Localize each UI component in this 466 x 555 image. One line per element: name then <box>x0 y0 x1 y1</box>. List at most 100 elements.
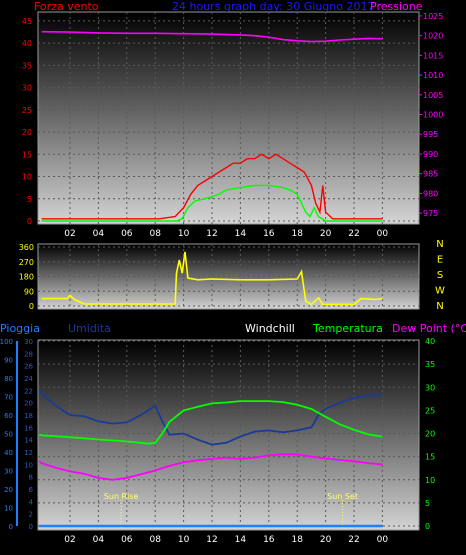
panel2-series-0 <box>41 251 383 306</box>
panel3-humidity-tick: 22 <box>24 387 33 395</box>
panel3-series-0 <box>38 389 383 446</box>
panel3-x-tick: 06 <box>121 535 133 545</box>
panel1-left-tick: 35 <box>22 61 32 70</box>
panel1-left-tick: 15 <box>22 150 32 159</box>
panel1-left-tick: 20 <box>22 128 32 137</box>
panel3-x-tick: 02 <box>64 535 75 545</box>
panel2-gridlines <box>38 244 419 309</box>
panel1-right-tick: 995 <box>423 130 438 139</box>
panel3-humidity-tick: 16 <box>24 424 33 432</box>
panel3-x-tick: 18 <box>291 535 303 545</box>
panel2-left-tick: 180 <box>19 273 34 282</box>
panel3-rain-tick: 10 <box>4 505 13 513</box>
panel3-right-tick: 0 <box>425 522 430 531</box>
sun-markers: Sun Rise Sun Set <box>104 492 358 528</box>
panel2-direction-label: E <box>437 255 443 266</box>
panel3-right-tick: 25 <box>425 406 435 415</box>
panel3-rain-tick: 30 <box>4 468 13 476</box>
panel3-right-tick: 20 <box>425 430 435 439</box>
panel2-direction-label: N <box>436 301 443 312</box>
panel3-legend-item: Windchill <box>245 322 295 335</box>
panel3-rain-tick: 100 <box>0 338 13 346</box>
panel3-humidity-tick: 4 <box>29 498 34 506</box>
panel3-right-tick: 40 <box>425 337 435 346</box>
panel2-direction-label: N <box>436 239 443 250</box>
panel2-direction-label: S <box>437 270 443 281</box>
panel3-humidity-tick: 18 <box>24 412 33 420</box>
panel3-humidity-tick: 26 <box>24 363 33 371</box>
panel1-gridlines <box>38 12 419 224</box>
panel3-rain-tick: 90 <box>4 357 13 365</box>
panel1-left-tick: 10 <box>22 173 32 182</box>
panel1-x-tick: 14 <box>235 229 247 239</box>
panel3-x-tick: 08 <box>149 535 161 545</box>
panel3-humidity-tick: 2 <box>29 511 33 519</box>
panel3-rain-tick: 60 <box>4 412 13 420</box>
panel3-plot-area <box>37 339 420 531</box>
panel3-humidity-tick: 30 <box>24 338 33 346</box>
panel3-humidity-tick: 28 <box>24 350 33 358</box>
panel3-right-tick: 30 <box>425 383 435 392</box>
panel1-x-tick: 02 <box>64 229 75 239</box>
panel3-x-tick: 00 <box>377 535 389 545</box>
panel1-x-tick: 16 <box>263 229 275 239</box>
panel3-humidity-tick: 10 <box>24 461 33 469</box>
panel1-series <box>41 30 383 222</box>
panel3-rain-tick: 40 <box>4 449 13 457</box>
panel2-direction-label: W <box>435 286 445 297</box>
panel3-x-tick: 16 <box>263 535 275 545</box>
panel3-series-2 <box>38 453 383 481</box>
panel1-right-tick: 985 <box>423 170 438 179</box>
panel3-rain-tick: 80 <box>4 375 13 383</box>
panel1-left-tick: 0 <box>27 217 32 226</box>
panel1-right-tick: 990 <box>423 150 438 159</box>
panel1-right-axis-label: Pressione <box>370 0 423 13</box>
panel1-right-tick: 1005 <box>423 91 443 100</box>
panel3-x-tick: 12 <box>206 535 217 545</box>
panel3-rain-tick: 20 <box>4 486 13 494</box>
panel1-x-tick: 22 <box>348 229 359 239</box>
panel3-humidity-tick: 6 <box>29 486 34 494</box>
panel1-series-0 <box>41 30 383 43</box>
panel1-x-tick: 00 <box>377 229 389 239</box>
panel3-x-tick: 04 <box>93 535 105 545</box>
panel3-legend-item: Dew Point (°C) <box>392 322 466 335</box>
panel1-x-tick: 12 <box>206 229 217 239</box>
panel3-series <box>38 389 383 528</box>
panel2-left-tick: 360 <box>19 243 34 252</box>
panel3-x-tick: 14 <box>235 535 247 545</box>
panel2-left-tick: 0 <box>29 302 34 311</box>
panel1-title: 24 hours graph day: 30 Giugno 2017 <box>172 0 374 13</box>
panel1-ticks: 02 04 06 08 10 12 14 16 18 20 22 000510152025303540… <box>22 12 444 239</box>
panel1-right-tick: 1010 <box>423 71 443 80</box>
panel3-humidity-tick: 24 <box>24 375 33 383</box>
panel3-rain-tick: 0 <box>9 523 13 531</box>
panel3-x-tick: 10 <box>178 535 190 545</box>
panel3-rain-tick: 50 <box>4 431 13 439</box>
panel1-x-tick: 10 <box>178 229 190 239</box>
panel3-right-tick: 5 <box>425 499 430 508</box>
panel1-left-tick: 40 <box>22 39 32 48</box>
panel3-legend: Pioggia Umidita Windchill Temperatura Dew Po… <box>0 322 466 335</box>
panel3-right-tick: 15 <box>425 453 435 462</box>
panel1-right-tick: 975 <box>423 209 438 218</box>
panel1-x-tick: 18 <box>291 229 303 239</box>
panel1-x-tick: 06 <box>121 229 133 239</box>
panel3-humidity-tick: 8 <box>29 474 33 482</box>
panel1-right-tick: 1020 <box>423 32 443 41</box>
panel3-gridlines <box>38 340 419 530</box>
panel1-x-tick: 04 <box>93 229 105 239</box>
panel1-series-1 <box>41 153 383 220</box>
panel1-right-tick: 980 <box>423 189 438 198</box>
panel3-ticks: 02 04 06 08 10 12 14 16 18 20 22 000510152025303540… <box>0 337 435 545</box>
panel2-series <box>41 251 383 306</box>
panel1-right-tick: 1000 <box>423 111 443 120</box>
panel3-rain-tick: 70 <box>4 394 13 402</box>
sun-marker-label: Sun Rise <box>104 492 139 501</box>
panel3-humidity-tick: 0 <box>29 523 33 531</box>
panel3-humidity-tick: 14 <box>24 437 33 445</box>
panel1-right-tick: 1025 <box>423 12 443 21</box>
panel3-legend-item: Umidita <box>68 322 111 335</box>
